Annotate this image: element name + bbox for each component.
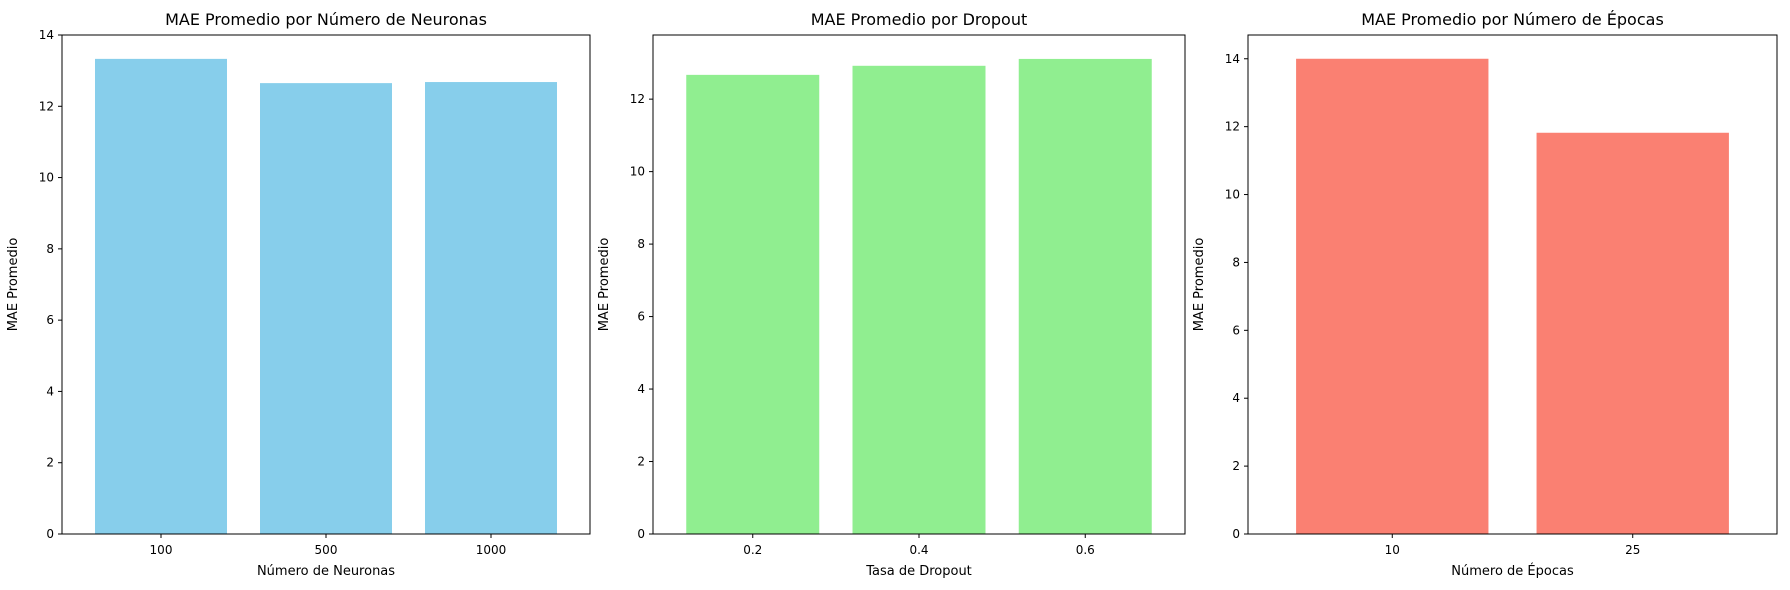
bar-0.4 [852, 65, 986, 535]
y-tick-label: 6 [46, 313, 54, 327]
y-tick-label: 6 [1232, 323, 1240, 337]
bar-1000 [425, 82, 557, 535]
chart-title: MAE Promedio por Número de Neuronas [165, 10, 487, 29]
x-axis-label: Tasa de Dropout [865, 564, 972, 579]
y-axis-label: MAE Promedio [1192, 238, 1207, 332]
chart-title: MAE Promedio por Dropout [811, 10, 1028, 29]
x-tick-label: 100 [150, 543, 173, 557]
y-tick-label: 4 [1232, 391, 1240, 405]
x-tick-label: 25 [1625, 543, 1640, 557]
y-tick-label: 0 [1232, 527, 1240, 541]
y-tick-label: 8 [637, 237, 645, 251]
bar-10 [1296, 58, 1489, 534]
chart-panel-3: 0 2 4 6 8 10 12 14 10 25 MAE Promedio por Número d… [1192, 10, 1778, 579]
x-tick-label: 1000 [476, 543, 507, 557]
x-tick-label: 0.4 [909, 543, 928, 557]
y-axis-label: MAE Promedio [597, 238, 612, 332]
y-tick-label: 14 [39, 28, 54, 42]
y-tick-label: 10 [630, 165, 645, 179]
y-tick-label: 0 [46, 527, 54, 541]
bar-0.2 [686, 74, 820, 535]
y-tick-label: 4 [46, 384, 54, 398]
y-tick-label: 6 [637, 310, 645, 324]
y-tick-label: 10 [39, 171, 54, 185]
bar-0.6 [1018, 58, 1152, 535]
y-tick-label: 12 [630, 92, 645, 106]
y-tick-label: 10 [1225, 188, 1240, 202]
x-tick-label: 0.6 [1076, 543, 1095, 557]
x-tick-label: 500 [315, 543, 338, 557]
y-axis-label: MAE Promedio [6, 238, 21, 332]
y-tick-label: 4 [637, 382, 645, 396]
y-tick-label: 2 [46, 456, 54, 470]
chart-panel-1: 0 2 4 6 8 10 12 14 100 500 1000 MAE Promedio por Nú… [6, 10, 591, 579]
y-tick-label: 2 [1232, 459, 1240, 473]
x-axis-label: Número de Épocas [1451, 563, 1574, 579]
y-tick-label: 8 [46, 242, 54, 256]
y-tick-label: 0 [637, 527, 645, 541]
bar-100 [95, 58, 227, 534]
x-tick-label: 10 [1385, 543, 1400, 557]
bar-500 [260, 83, 392, 535]
x-axis-label: Número de Neuronas [257, 564, 395, 579]
x-tick-label: 0.2 [743, 543, 762, 557]
y-tick-label: 14 [1225, 52, 1240, 66]
chart-title: MAE Promedio por Número de Épocas [1361, 10, 1664, 29]
y-tick-label: 2 [637, 455, 645, 469]
y-tick-label: 12 [39, 99, 54, 113]
y-tick-label: 8 [1232, 255, 1240, 269]
chart-panel-2: 0 2 4 6 8 10 12 0.2 0.4 0.6 MAE Promedio por Dropo… [597, 10, 1186, 579]
y-tick-label: 12 [1225, 120, 1240, 134]
plot-frame [1247, 34, 1778, 535]
bar-25 [1536, 132, 1729, 534]
